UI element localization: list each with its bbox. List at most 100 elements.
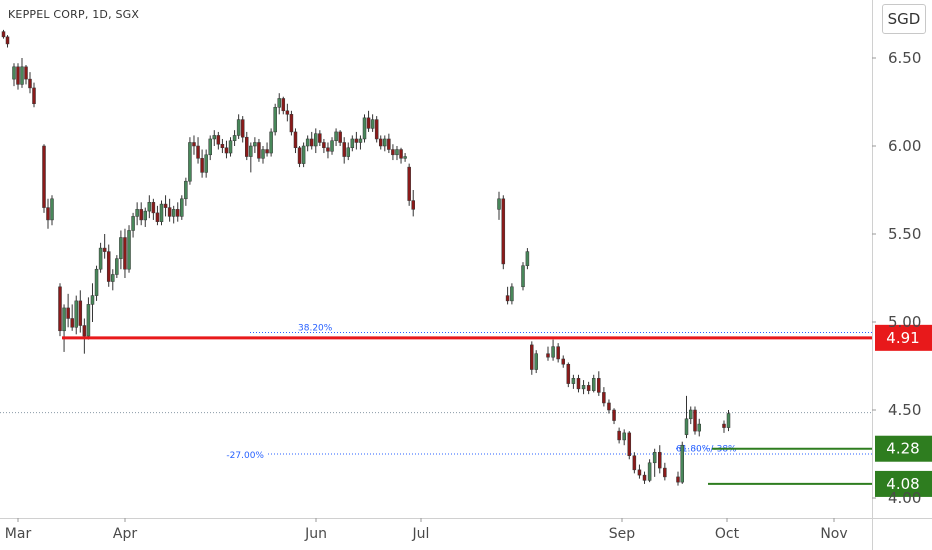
candle [627, 431, 632, 460]
candle [546, 346, 550, 361]
candle-body [90, 295, 95, 305]
candle-body [273, 107, 277, 133]
candle [647, 459, 652, 483]
candle [366, 110, 371, 132]
candle [269, 128, 273, 157]
candle-body [184, 180, 188, 200]
candle [576, 374, 581, 393]
candle-body [106, 251, 111, 282]
candle-body [602, 392, 606, 404]
candle [24, 65, 28, 85]
candle [78, 290, 83, 333]
candle [637, 464, 642, 479]
horizontal-levels[interactable]: 4.91 4.28 4.08 [62, 324, 932, 497]
candle [652, 448, 657, 477]
candle [175, 202, 180, 222]
candle-body [135, 209, 139, 217]
candle-body [632, 455, 637, 471]
candle-body [147, 202, 152, 212]
candle-body [163, 203, 168, 208]
candle-body [188, 142, 192, 182]
candle [94, 265, 99, 301]
candle [387, 133, 391, 154]
candle [285, 103, 290, 122]
candle-body [374, 119, 379, 140]
candle [155, 205, 160, 226]
candle [66, 293, 70, 328]
candle [257, 138, 261, 162]
candle [510, 283, 514, 305]
candle-body [309, 138, 314, 147]
candle [338, 130, 342, 146]
y-tick-label: 5.00 [888, 313, 921, 331]
candle [689, 406, 693, 425]
candle-body [627, 432, 632, 457]
candle-body [74, 300, 78, 328]
candle [586, 381, 591, 395]
candle-body [70, 318, 74, 328]
candle [281, 96, 286, 115]
candle [273, 103, 277, 136]
candle [224, 140, 229, 159]
candle-body [289, 114, 294, 133]
candle [693, 406, 697, 435]
candle [184, 177, 188, 206]
candle [62, 304, 66, 352]
candle-body [269, 131, 273, 154]
candle-body [42, 145, 46, 208]
candle-body [322, 142, 326, 149]
candle [236, 114, 241, 139]
currency-button[interactable]: SGD [882, 4, 926, 34]
candle-body [617, 430, 621, 441]
candle-body [12, 66, 16, 80]
candle-body [20, 66, 24, 85]
candle-body [98, 247, 103, 270]
chart-title: KEPPEL CORP, 1D, SGX [8, 8, 140, 21]
candle [726, 410, 731, 432]
candle [301, 142, 306, 168]
candle [82, 318, 87, 354]
candle-body [411, 200, 415, 210]
candle [602, 387, 606, 407]
candle-body [326, 147, 330, 152]
candle [163, 195, 168, 217]
candle [249, 142, 253, 173]
candle-body [403, 156, 407, 159]
level-price-tag [875, 435, 932, 462]
candle [289, 110, 294, 136]
candle [46, 198, 50, 229]
candle-body [399, 149, 403, 159]
fib-label: 61.80%/-38% [676, 445, 737, 455]
candle [561, 355, 565, 368]
candle [571, 374, 576, 389]
candle [28, 72, 32, 94]
candle-body [139, 209, 143, 221]
candle [127, 225, 131, 273]
candle-body [24, 66, 28, 80]
candle-body [293, 131, 298, 149]
candle [399, 147, 403, 164]
candle-body [697, 423, 701, 432]
candle-body [622, 432, 626, 441]
candle-body [220, 143, 225, 149]
candle [228, 137, 233, 157]
candle [722, 420, 726, 433]
level-price-tag [875, 324, 932, 351]
fibonacci-levels: 38.20% -27.00% 61.80%/-38% [226, 324, 872, 461]
candle-body [521, 265, 525, 288]
candle-body [358, 138, 363, 143]
candle [663, 462, 667, 481]
candle [216, 131, 221, 150]
candle [354, 131, 359, 150]
y-tick-label: 6.00 [888, 137, 921, 155]
candle-body [159, 203, 164, 222]
candle [74, 295, 78, 335]
candle-body [175, 209, 180, 217]
candle-body [551, 346, 555, 358]
candle-body [200, 158, 204, 173]
candle [391, 144, 395, 161]
candle-body [155, 212, 160, 222]
candle-body [684, 418, 689, 435]
